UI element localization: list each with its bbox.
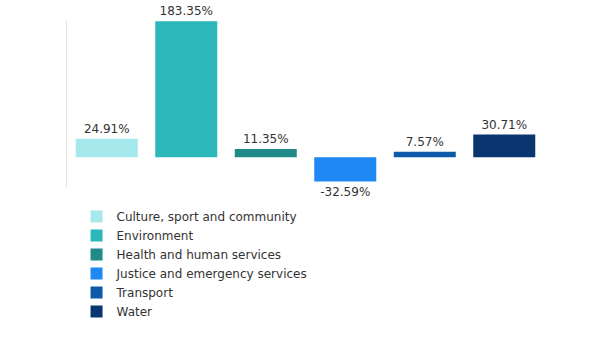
- svg-text:Transport: Transport: [116, 286, 174, 300]
- svg-text:Health and human services: Health and human services: [117, 248, 282, 262]
- svg-text:Justice and emergency services: Justice and emergency services: [116, 267, 307, 281]
- svg-text:30.71%: 30.71%: [481, 118, 527, 132]
- svg-text:7.57%: 7.57%: [406, 135, 444, 149]
- svg-text:-32.59%: -32.59%: [320, 185, 370, 199]
- svg-text:24.91%: 24.91%: [84, 122, 130, 136]
- svg-text:11.35%: 11.35%: [243, 132, 289, 146]
- svg-text:Culture, sport and community: Culture, sport and community: [117, 210, 297, 224]
- svg-text:Water: Water: [117, 305, 153, 319]
- svg-text:Environment: Environment: [117, 229, 194, 243]
- svg-text:183.35%: 183.35%: [160, 4, 213, 18]
